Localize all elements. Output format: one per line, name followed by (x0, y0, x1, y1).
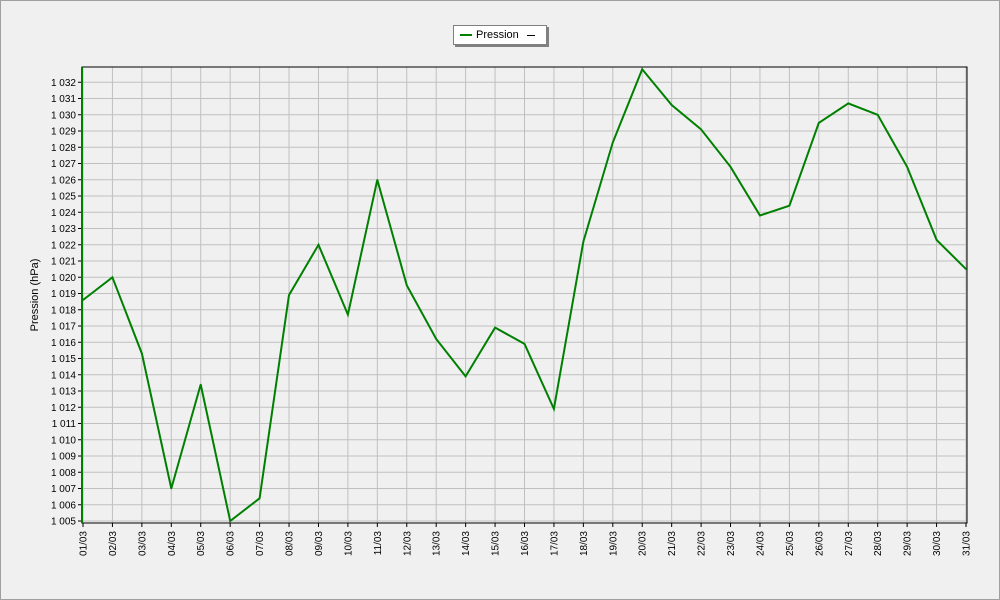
data-point (347, 313, 349, 316)
legend: Pression (453, 25, 547, 45)
data-point (788, 204, 791, 207)
data-point (759, 214, 761, 217)
y-tick-label: 1 030 (51, 110, 76, 121)
x-tick-label: 23/03 (726, 531, 737, 556)
x-tick-label: 25/03 (785, 531, 796, 556)
y-tick-label: 1 013 (51, 387, 76, 398)
legend-label-pression: Pression (476, 29, 519, 41)
y-tick-label: 1 020 (51, 273, 76, 284)
x-tick-label: 24/03 (755, 531, 766, 556)
data-point (435, 338, 438, 340)
data-point (818, 122, 820, 124)
x-tick-label: 13/03 (432, 531, 443, 556)
data-point (847, 102, 850, 105)
x-tick-label: 09/03 (314, 531, 325, 556)
x-tick-label: 05/03 (196, 531, 207, 556)
data-point (582, 240, 585, 243)
data-point (965, 268, 967, 270)
y-tick-label: 1 029 (51, 127, 76, 138)
x-tick-label: 07/03 (255, 531, 266, 556)
data-point (641, 68, 644, 71)
y-tick-label: 1 006 (51, 500, 76, 511)
data-point (141, 352, 143, 355)
data-point (906, 165, 908, 168)
x-tick-label: 03/03 (137, 531, 148, 556)
x-tick-label: 20/03 (638, 531, 649, 556)
y-tick-label: 1 014 (51, 370, 76, 381)
data-point (405, 284, 408, 287)
x-tick-label: 17/03 (549, 531, 560, 556)
y-tick-label: 1 010 (51, 435, 76, 446)
y-tick-label: 1 017 (51, 322, 76, 333)
x-tick-label: 21/03 (667, 531, 678, 556)
data-point (670, 104, 673, 106)
data-point (523, 343, 526, 345)
x-tick-label: 12/03 (402, 531, 413, 556)
y-tick-label: 1 019 (51, 289, 76, 300)
y-tick-label: 1 028 (51, 143, 76, 154)
x-tick-label: 26/03 (814, 531, 825, 556)
y-tick-label: 1 027 (51, 159, 76, 170)
x-tick-label: 31/03 (962, 531, 973, 556)
y-tick-label: 1 005 (51, 517, 76, 528)
data-point (229, 520, 231, 522)
x-tick-label: 01/03 (79, 531, 90, 556)
data-point (464, 375, 467, 378)
y-tick-label: 1 025 (51, 192, 76, 203)
data-point (317, 243, 320, 246)
x-tick-label: 14/03 (461, 531, 472, 556)
y-tick-label: 1 026 (51, 175, 76, 186)
y-axis-label: Pression (hPa) (29, 259, 41, 332)
x-tick-label: 11/03 (373, 531, 384, 556)
x-tick-label: 30/03 (932, 531, 943, 556)
y-tick-label: 1 009 (51, 452, 76, 463)
x-tick-label: 04/03 (167, 531, 178, 556)
x-tick-label: 16/03 (520, 531, 531, 556)
y-tick-label: 1 021 (51, 257, 76, 268)
data-point (288, 294, 290, 296)
data-point (376, 178, 379, 181)
data-point (553, 408, 555, 410)
data-point (494, 326, 496, 329)
y-tick-label: 1 008 (51, 468, 76, 479)
data-point (82, 299, 84, 301)
y-tick-label: 1 032 (51, 78, 76, 89)
x-tick-label: 06/03 (226, 531, 237, 556)
y-tick-label: 1 007 (51, 484, 76, 495)
y-tick-label: 1 031 (51, 94, 76, 105)
x-tick-label: 29/03 (903, 531, 914, 556)
x-tick-label: 27/03 (844, 531, 855, 556)
y-tick-label: 1 015 (51, 354, 76, 365)
data-point (111, 276, 114, 279)
y-tick-label: 1 023 (51, 224, 76, 235)
x-tick-label: 28/03 (873, 531, 884, 556)
data-point (935, 239, 938, 241)
data-point (612, 141, 614, 144)
x-tick-label: 02/03 (108, 531, 119, 556)
y-tick-label: 1 011 (52, 419, 77, 430)
x-tick-label: 18/03 (579, 531, 590, 556)
legend-dash-icon (526, 34, 535, 36)
x-tick-label: 10/03 (343, 531, 354, 556)
data-point (876, 113, 879, 116)
data-point (170, 487, 173, 490)
y-tick-label: 1 018 (51, 305, 76, 316)
data-point (199, 383, 202, 386)
x-tick-label: 22/03 (697, 531, 708, 556)
y-tick-label: 1 024 (51, 208, 76, 219)
x-tick-label: 15/03 (491, 531, 502, 556)
x-tick-label: 19/03 (608, 531, 619, 556)
data-point (700, 128, 702, 131)
x-tick-label: 08/03 (285, 531, 296, 556)
y-tick-label: 1 012 (51, 403, 76, 414)
legend-swatch-pression (460, 34, 472, 36)
y-tick-label: 1 016 (51, 338, 76, 349)
data-point (258, 497, 261, 500)
data-point (729, 165, 732, 168)
y-tick-label: 1 022 (51, 240, 76, 251)
